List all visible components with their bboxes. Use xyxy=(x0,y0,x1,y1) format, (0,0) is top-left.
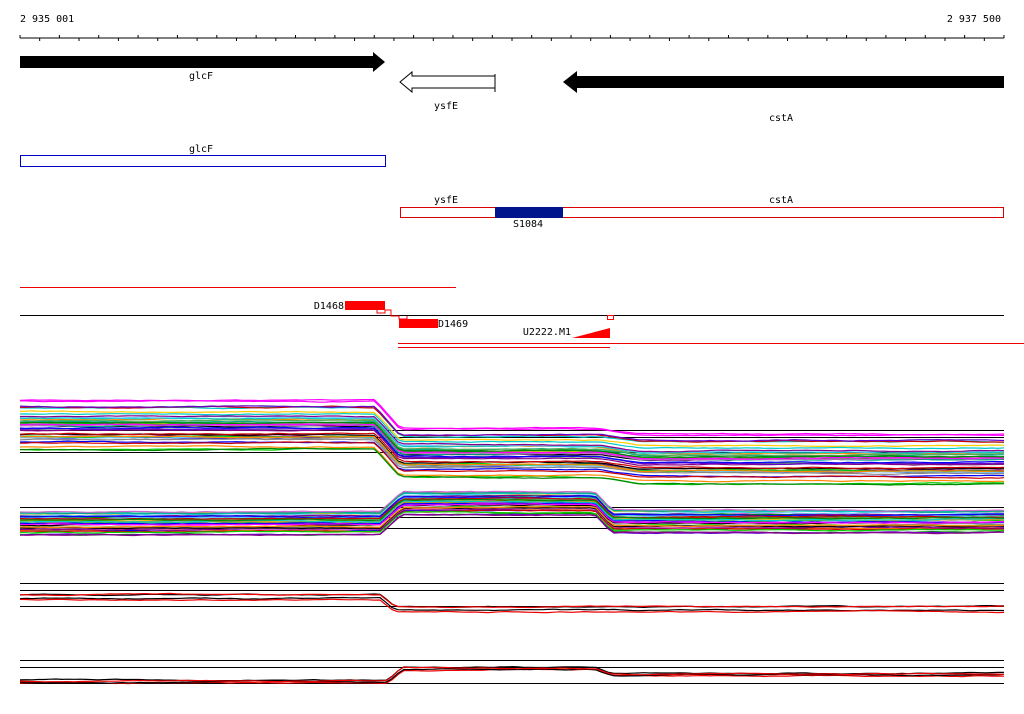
feature xyxy=(572,328,610,338)
transcript-label: glcF xyxy=(189,144,213,155)
trace xyxy=(19,503,1005,526)
axis-start: 2 935 001 xyxy=(20,14,74,25)
feature-label: D1468 xyxy=(314,301,344,312)
trace xyxy=(19,428,1005,466)
feature-link xyxy=(607,315,614,320)
gene-arrow xyxy=(399,70,496,94)
gene-label: cstA xyxy=(769,113,793,124)
axis-ticks xyxy=(19,35,1005,41)
trace xyxy=(19,421,1005,459)
trace xyxy=(19,405,1005,442)
trace xyxy=(19,510,1005,534)
trace xyxy=(20,415,1005,453)
trace xyxy=(19,598,1005,614)
gene-arrow xyxy=(563,71,1004,93)
trace xyxy=(19,592,1005,609)
trace xyxy=(19,426,1005,464)
trace xyxy=(19,445,1005,483)
trace xyxy=(19,398,1005,436)
gene-arrow xyxy=(20,52,385,72)
trace xyxy=(19,502,1004,525)
expression-traces xyxy=(19,398,1005,685)
trace xyxy=(19,490,1005,513)
feature-link xyxy=(376,309,408,320)
trace xyxy=(19,410,1005,448)
trace xyxy=(19,498,1005,522)
trace xyxy=(20,399,1005,437)
trace xyxy=(19,447,1005,486)
feature xyxy=(399,319,438,328)
axis-end: 2 937 500 xyxy=(947,14,1001,25)
transcript xyxy=(400,207,1004,218)
feature-label: D1469 xyxy=(438,319,468,330)
trace xyxy=(19,513,1004,537)
trace xyxy=(19,435,1005,473)
trace xyxy=(19,505,1005,529)
trace xyxy=(19,593,1004,609)
trace xyxy=(19,419,1004,457)
gene-label: ysfE xyxy=(434,101,458,112)
trace xyxy=(19,500,1005,523)
trace xyxy=(19,666,1005,683)
trace xyxy=(19,596,1004,612)
trace xyxy=(20,509,1005,533)
trace xyxy=(19,438,1005,476)
feature-label: U2222.M1 xyxy=(523,327,571,338)
transcript xyxy=(20,155,386,167)
trace xyxy=(20,423,1005,460)
transcript-label: cstA xyxy=(769,195,793,206)
transcript-label: S1084 xyxy=(513,219,543,230)
trace xyxy=(19,432,1005,470)
trace xyxy=(19,494,1005,518)
feature xyxy=(345,301,385,310)
gene-label: glcF xyxy=(189,71,213,82)
trace xyxy=(20,441,1005,479)
srna xyxy=(495,207,563,218)
transcript-label: ysfE xyxy=(434,195,458,206)
trace xyxy=(19,412,1005,450)
trace xyxy=(19,497,1005,521)
